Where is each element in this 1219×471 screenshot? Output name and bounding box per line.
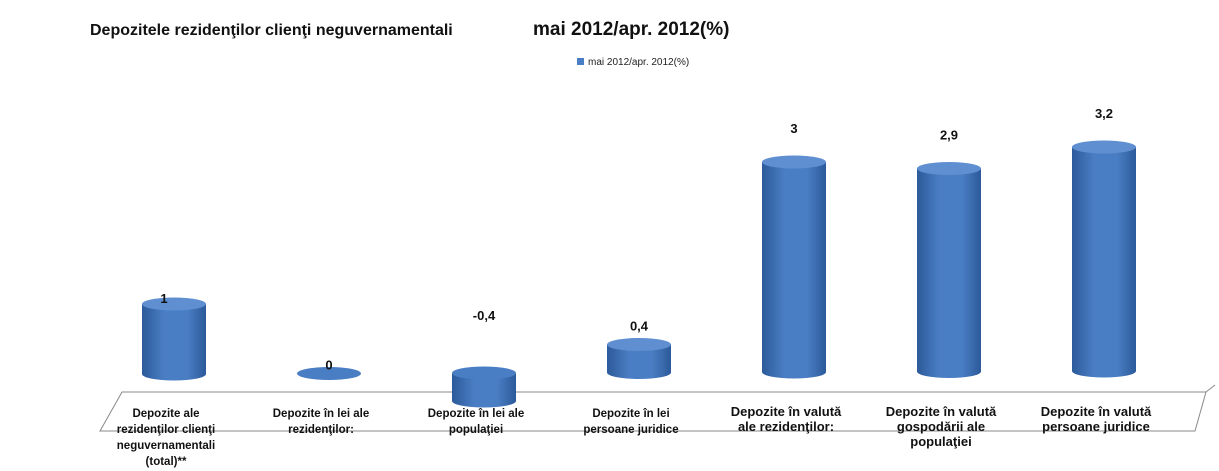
- data-label: -0,4: [473, 308, 496, 323]
- bar: [297, 367, 361, 380]
- legend-marker: [577, 58, 584, 65]
- value-labels-layer: 1 0 -0,4 0,4 3 2,9 3,2: [160, 106, 1113, 373]
- bar-top: [917, 162, 981, 175]
- bar: [452, 366, 516, 408]
- bars-layer: [142, 140, 1136, 408]
- bar-top: [762, 155, 826, 169]
- bar: [142, 297, 206, 381]
- category-label: Depozite în lei persoane juridice: [583, 408, 678, 436]
- data-label: 3,2: [1095, 106, 1113, 121]
- data-label: 1: [160, 291, 167, 306]
- bar: [607, 338, 671, 379]
- bar: [1072, 140, 1136, 378]
- bar: [762, 155, 826, 379]
- chart-floor: [99, 391, 1207, 432]
- category-label: Depozite în valută gospodării ale populaţi…: [886, 404, 997, 449]
- bar-top: [452, 366, 516, 380]
- category-label: Depozite în lei ale rezidenţilor:: [273, 408, 370, 436]
- data-label: 2,9: [940, 128, 958, 143]
- bar-top: [297, 367, 361, 380]
- bar-body: [762, 162, 826, 379]
- bar-body: [1072, 147, 1136, 378]
- legend-label: mai 2012/apr. 2012(%): [588, 57, 689, 68]
- bar-body: [607, 344, 671, 379]
- category-labels-layer: Depozite ale rezidenţilor clienţi neguvern…: [117, 404, 1152, 468]
- category-label: Depozite în lei ale populaţiei: [428, 408, 525, 436]
- bar-body: [142, 304, 206, 381]
- data-label: 3: [790, 121, 797, 136]
- bar-top: [607, 338, 671, 351]
- bar-top: [1072, 140, 1136, 154]
- floor-right-edge: [1205, 384, 1216, 393]
- chart-subtitle: mai 2012/apr. 2012(%): [533, 19, 729, 40]
- bar-body: [452, 373, 516, 408]
- category-label: Depozite ale rezidenţilor clienţi neguvern…: [117, 408, 215, 468]
- bar-body: [917, 168, 981, 378]
- data-label: 0: [325, 358, 332, 373]
- bar: [917, 162, 981, 378]
- chart-title: Depozitele rezidenţilor clienţi neguvern…: [90, 22, 453, 39]
- category-label: Depozite în valută persoane juridice: [1041, 404, 1152, 434]
- data-label: 0,4: [630, 319, 649, 334]
- category-label: Depozite în valută ale rezidenţilor:: [731, 404, 842, 434]
- bar-top: [142, 297, 206, 311]
